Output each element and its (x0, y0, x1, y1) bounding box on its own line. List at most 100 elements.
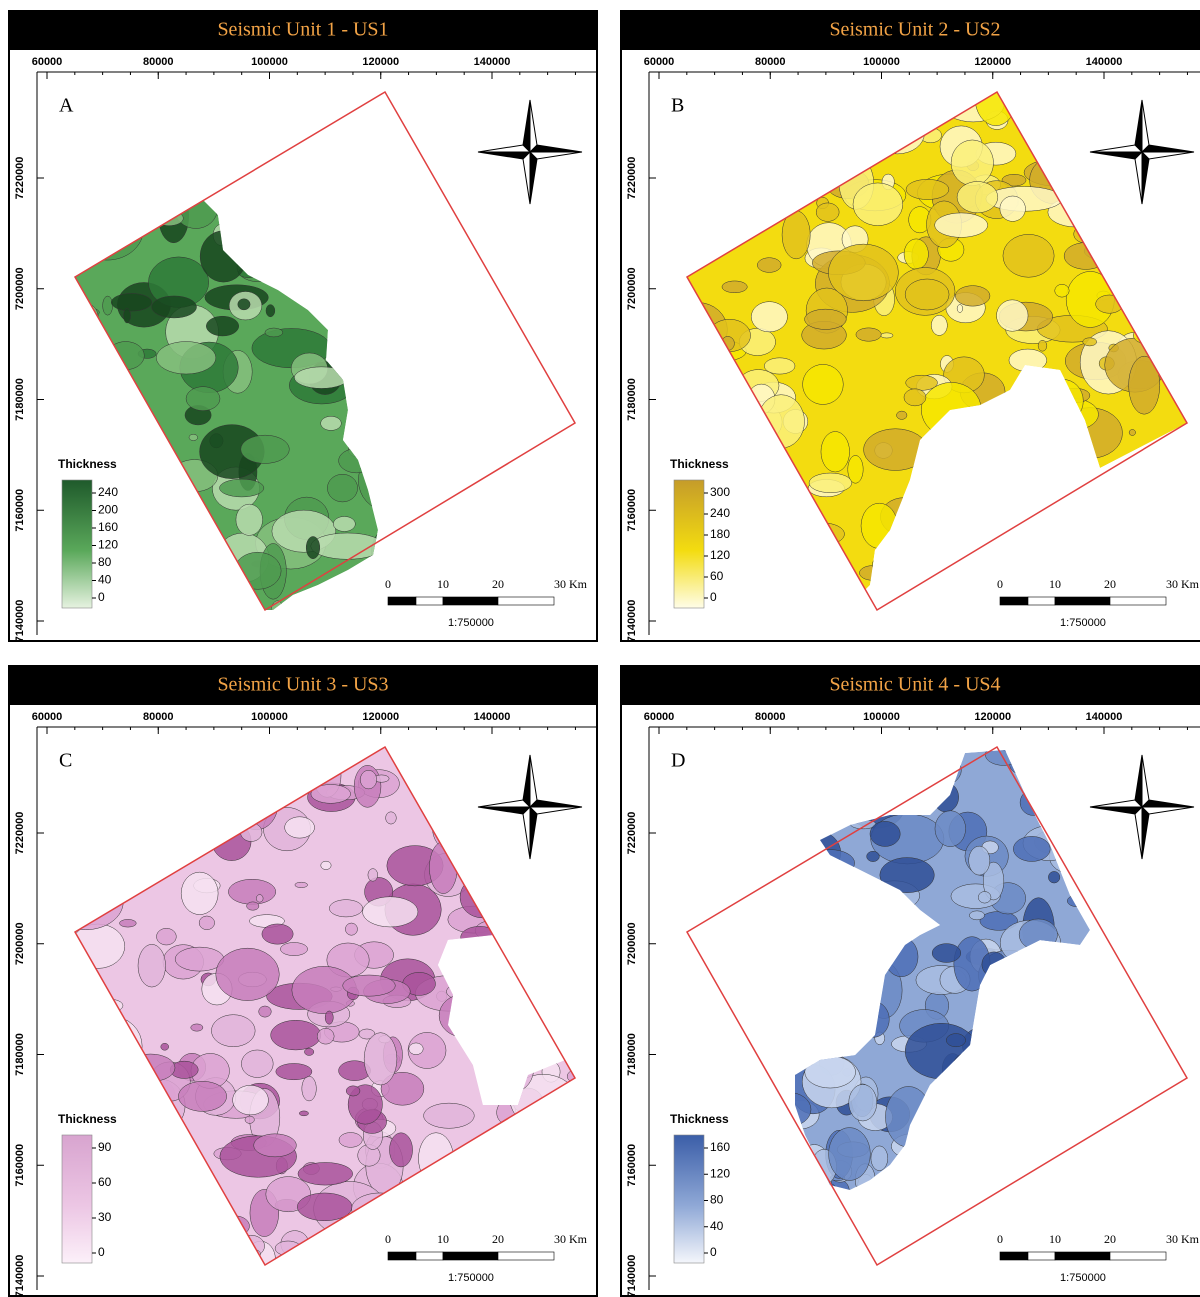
y-tick-label: 7200000 (626, 267, 638, 310)
contour-patch (345, 923, 357, 935)
x-tick-label: 60000 (644, 56, 675, 68)
contour-patch (178, 1081, 226, 1111)
scale-segment (1110, 1252, 1166, 1260)
contour-patch (849, 1084, 877, 1121)
contour-patch (1048, 871, 1060, 883)
panel-title: Seismic Unit 3 - US3 (217, 674, 388, 696)
scale-ratio: 1:750000 (1060, 1272, 1106, 1284)
y-tick-label: 7200000 (626, 922, 638, 965)
scale-label: 30 Km (554, 1232, 588, 1246)
contour-patch (124, 308, 131, 323)
scale-label: 20 (492, 577, 504, 591)
contour-patch (228, 879, 275, 904)
contour-patch (881, 333, 893, 338)
contour-patch (304, 1048, 313, 1055)
legend-bar (62, 480, 92, 608)
contour-patch (317, 1028, 334, 1044)
legend-tick-label: 90 (98, 1140, 112, 1154)
contour-patch (848, 455, 863, 483)
contour-patch (241, 435, 290, 463)
contour-patch (424, 1103, 475, 1128)
contour-patch (191, 1024, 203, 1031)
contour-patch (904, 239, 928, 269)
contour-patch (199, 916, 214, 930)
contour-patch (298, 1162, 353, 1185)
contour-patch (764, 358, 795, 374)
y-tick-label: 7220000 (626, 812, 638, 855)
x-tick-label: 80000 (143, 711, 174, 723)
scale-label: 0 (997, 577, 1003, 591)
contour-patch (156, 342, 216, 375)
contour-patch (364, 1033, 397, 1085)
contour-patch (1055, 284, 1069, 297)
legend-tick-label: 120 (98, 538, 118, 552)
contour-patch (302, 1076, 316, 1101)
contour-patch (809, 473, 852, 493)
contour-patch (360, 770, 376, 789)
contour-patch (386, 812, 397, 824)
contour-patch (946, 1034, 965, 1047)
scale-segment (388, 1252, 416, 1260)
contour-patch (997, 300, 1029, 331)
contour-patch (285, 817, 315, 838)
panel-title: Seismic Unit 2 - US2 (829, 19, 1000, 41)
panel-letter: C (59, 750, 72, 772)
contour-patch (256, 895, 263, 903)
panel-title: Seismic Unit 4 - US4 (829, 674, 1000, 696)
legend-tick-label: 0 (98, 1245, 105, 1259)
contour-patch (181, 872, 218, 914)
legend-bar (674, 480, 704, 608)
y-tick-label: 7160000 (626, 1144, 638, 1187)
contour-patch (821, 432, 850, 472)
contour-patch (751, 302, 787, 332)
contour-patch (969, 911, 984, 920)
x-tick-label: 100000 (863, 56, 900, 68)
contour-patch (722, 281, 747, 293)
legend-tick-label: 160 (710, 1140, 730, 1154)
scale-segment (443, 597, 498, 605)
legend-tick-label: 0 (710, 1245, 717, 1259)
contour-patch (828, 244, 898, 301)
y-tick-label: 7200000 (14, 922, 26, 965)
x-tick-label: 100000 (251, 56, 288, 68)
legend-tick-label: 60 (98, 1175, 112, 1189)
scale-segment (388, 597, 416, 605)
x-tick-label: 60000 (644, 711, 675, 723)
contour-patch (266, 305, 275, 317)
contour-patch (161, 1043, 169, 1050)
contour-patch (935, 213, 988, 237)
contour-patch (897, 411, 907, 419)
y-tick-label: 7140000 (626, 600, 638, 642)
contour-patch (346, 1086, 360, 1096)
contour-patch (333, 516, 355, 531)
contour-patch (295, 882, 308, 887)
panel-title: Seismic Unit 1 - US1 (217, 19, 388, 41)
x-tick-label: 120000 (362, 56, 399, 68)
contour-patch (189, 434, 198, 440)
scale-segment (1055, 597, 1110, 605)
scale-label: 10 (437, 577, 449, 591)
contour-patch (119, 919, 136, 927)
contour-patch (1000, 196, 1026, 221)
y-tick-label: 7180000 (14, 1033, 26, 1076)
map-panel: Seismic Unit 2 - US260000800001000001200… (620, 10, 1200, 642)
panel-letter: A (59, 95, 74, 117)
scale-label: 20 (1104, 577, 1116, 591)
y-tick-label: 7220000 (14, 812, 26, 855)
legend-tick-label: 240 (98, 485, 118, 499)
y-tick-label: 7160000 (14, 489, 26, 532)
contour-patch (111, 294, 152, 312)
y-tick-label: 7220000 (626, 157, 638, 200)
contour-patch (216, 948, 280, 1000)
scale-segment (1055, 1252, 1110, 1260)
contour-patch (805, 309, 847, 329)
contour-patch (1013, 836, 1050, 861)
panel-letter: D (671, 750, 685, 772)
contour-patch (138, 944, 166, 987)
contour-patch (103, 296, 113, 315)
legend-tick-label: 120 (710, 1166, 730, 1180)
contour-patch (368, 869, 378, 882)
